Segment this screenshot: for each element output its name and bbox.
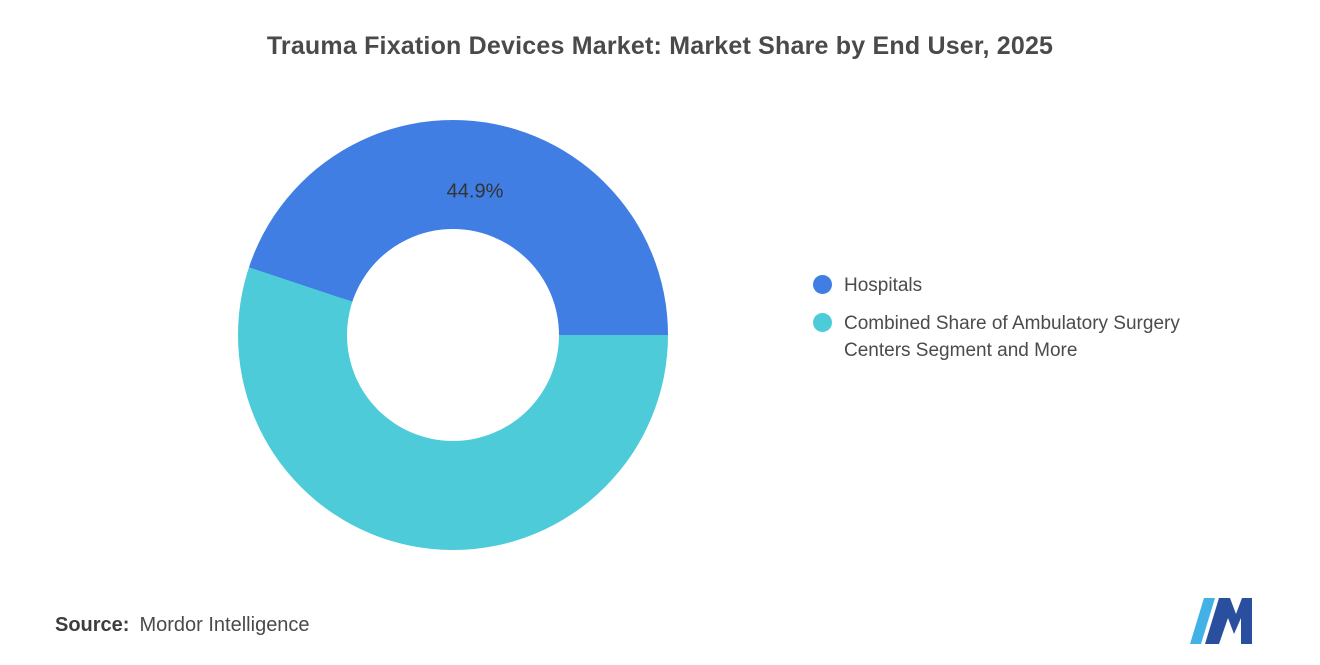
legend-swatch — [813, 275, 832, 294]
logo-shape-light — [1190, 598, 1215, 644]
source-label: Source: — [55, 614, 130, 636]
source-line: Source: Mordor Intelligence — [55, 614, 310, 637]
donut-hole — [347, 229, 559, 441]
legend-item-hospitals: Hospitals — [813, 272, 1243, 300]
chart-legend: Hospitals Combined Share of Ambulatory S… — [813, 272, 1243, 365]
chart-title: Trauma Fixation Devices Market: Market S… — [266, 32, 1054, 60]
legend-item-combined-share: Combined Share of Ambulatory Surgery Cen… — [813, 310, 1243, 365]
mordor-intelligence-logo — [1190, 598, 1252, 644]
donut-chart: 44.9% — [238, 120, 668, 550]
legend-label: Hospitals — [844, 275, 923, 296]
legend-label: Combined Share of Ambulatory Surgery Cen… — [844, 312, 1180, 362]
legend-swatch — [813, 312, 832, 332]
logo-shape-dark — [1205, 598, 1252, 644]
slice-data-label: 44.9% — [446, 180, 504, 203]
source-text: Mordor Intelligence — [139, 614, 310, 636]
